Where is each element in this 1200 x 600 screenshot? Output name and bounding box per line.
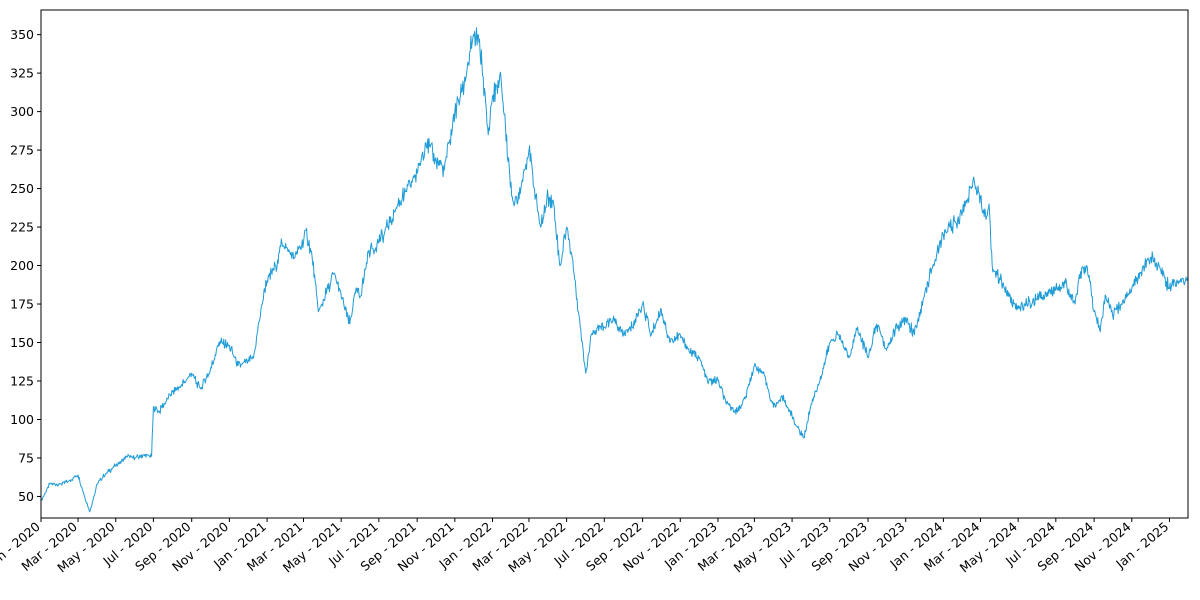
- price-series-line: [40, 27, 1189, 513]
- plot-frame: [40, 9, 1189, 519]
- y-tick-label: 250: [10, 181, 34, 196]
- y-tick-label: 350: [10, 27, 34, 42]
- y-tick-label: 225: [10, 220, 34, 235]
- y-axis: 50 75 100 125 150 175 200 225 250 275 300 325 350: [10, 27, 41, 504]
- y-tick-label: 300: [10, 104, 34, 119]
- y-tick-label: 325: [10, 66, 34, 81]
- y-tick-label: 175: [10, 297, 34, 312]
- plot-area: [41, 10, 1188, 518]
- y-tick-label: 50: [18, 489, 34, 504]
- y-tick-label: 200: [10, 258, 34, 273]
- y-tick-label: 275: [10, 143, 34, 158]
- y-tick-label: 125: [10, 373, 34, 388]
- y-tick-label: 75: [18, 450, 34, 465]
- y-tick-label: 100: [10, 412, 34, 427]
- y-tick-label: 150: [10, 335, 34, 350]
